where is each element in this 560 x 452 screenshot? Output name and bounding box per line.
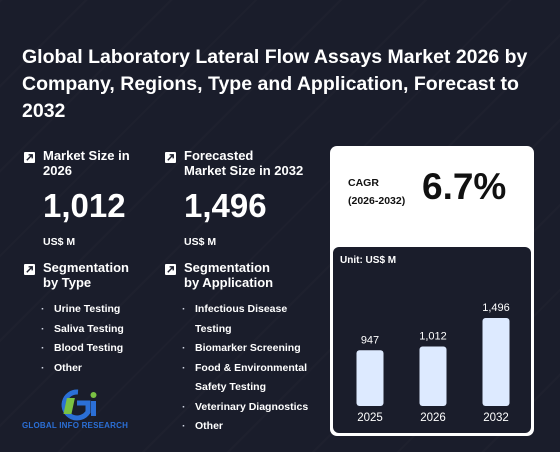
x-tick-label: 2032: [483, 412, 509, 424]
cagr-label-line2: (2026-2032): [348, 195, 406, 207]
application-list-item: Biomarker Screening: [182, 339, 308, 359]
cagr-value: 6.7%: [422, 166, 507, 207]
bar-value-label: 947: [361, 334, 379, 346]
logo-text: GLOBAL INFO RESEARCH: [22, 421, 129, 430]
application-item-line: Testing: [195, 322, 232, 335]
x-tick-label: 2025: [357, 412, 383, 424]
bar-2025: [356, 350, 384, 406]
application-item-line: Veterinary Diagnostics: [195, 400, 309, 413]
type-list: Urine Testing Saliva Testing Blood Testi…: [41, 300, 129, 379]
type-list-item: Blood Testing: [41, 339, 129, 359]
market-size-label: Market Size in 2026: [43, 148, 130, 178]
arrow-up-right-icon: [24, 152, 35, 163]
bar-2026: [419, 346, 447, 406]
application-item-line: Food & Environmental: [195, 361, 308, 374]
forecast-size-unit: US$ M: [184, 236, 217, 248]
cagr-card: CAGR (2026-2032) 6.7% Unit: US$ M 947 202…: [330, 146, 534, 436]
market-size-value: 1,012: [43, 187, 126, 224]
forecast-size-label-line2: Market Size in 2032: [184, 163, 304, 178]
forecast-size-label-line1: Forecasted: [184, 148, 254, 163]
bar-chart-panel: Unit: US$ M 947 2025 1,012 2026 1,496 2032: [333, 247, 531, 433]
segmentation-type-label-line1: Segmentation: [43, 260, 129, 275]
page-title: Global Laboratory Lateral Flow Assays Ma…: [22, 46, 528, 122]
cagr-label-line1: CAGR: [348, 177, 379, 189]
application-item-line: Infectious Disease: [195, 303, 288, 315]
bar-2032: [482, 318, 510, 406]
application-item-line: Biomarker Screening: [195, 342, 301, 354]
forecast-size-value: 1,496: [184, 187, 267, 224]
forecast-size-label: Forecasted Market Size in 2032: [184, 148, 303, 178]
cagr-label: CAGR (2026-2032): [348, 174, 405, 210]
x-tick-label: 2026: [420, 412, 446, 424]
forecast-size-kpi: Forecasted Market Size in 2032 1,496 US$…: [165, 148, 303, 248]
application-list-item: Veterinary Diagnostics: [182, 398, 309, 418]
segmentation-application: Segmentation by Application Infectious D…: [165, 260, 308, 437]
chart-unit-label: Unit: US$ M: [340, 255, 397, 266]
application-list: Infectious Disease Testing Biomarker Scr…: [182, 300, 309, 437]
application-item-line: Other: [195, 420, 224, 432]
market-size-kpi: Market Size in 2026 1,012 US$ M: [24, 148, 130, 248]
arrow-up-right-icon: [165, 264, 176, 275]
market-size-unit: US$ M: [43, 236, 76, 248]
type-list-item: Urine Testing: [41, 300, 129, 320]
segmentation-type-label-line2: by Type: [43, 275, 92, 290]
arrow-up-right-icon: [165, 152, 176, 163]
global-info-research-logo: GLOBAL INFO RESEARCH: [22, 388, 142, 432]
type-list-item: Other: [41, 359, 129, 379]
type-list-item: Saliva Testing: [41, 320, 129, 340]
segmentation-application-label-line2: by Application: [184, 275, 274, 290]
application-list-item: Food & Environmental Safety Testing: [182, 359, 308, 398]
market-size-label-line2: 2026: [43, 163, 72, 178]
application-item-line: Safety Testing: [195, 381, 266, 393]
logo-mark-icon: [61, 389, 97, 421]
arrow-up-right-icon: [24, 264, 35, 275]
segmentation-type: Segmentation by Type Urine Testing Saliv…: [24, 260, 129, 378]
bar-value-label: 1,496: [482, 302, 510, 314]
segmentation-application-label-line1: Segmentation: [184, 260, 270, 275]
application-list-item: Other: [182, 417, 308, 437]
segmentation-application-label: Segmentation by Application: [184, 260, 273, 290]
bar-chart: 947 2025 1,012 2026 1,496 2032: [356, 302, 510, 424]
bar-value-label: 1,012: [419, 330, 447, 342]
segmentation-type-label: Segmentation by Type: [43, 260, 129, 290]
application-list-item: Infectious Disease Testing: [182, 300, 308, 339]
market-size-label-line1: Market Size in: [43, 148, 130, 163]
